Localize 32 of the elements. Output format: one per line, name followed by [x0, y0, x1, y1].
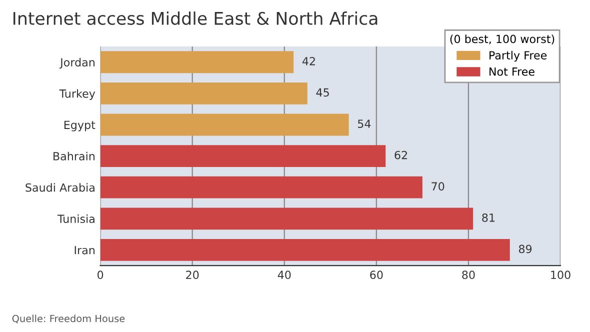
y-tick-label: Tunisia	[57, 214, 94, 224]
bar	[100, 208, 474, 230]
bar	[100, 145, 386, 167]
y-tick-label: Egypt	[64, 120, 96, 132]
x-tick-label: 60	[370, 270, 383, 280]
chart-title: Internet access Middle East & North Africa	[14, 12, 378, 25]
data-label: 81	[482, 213, 495, 222]
x-tick-label: 100	[551, 270, 570, 280]
data-label: 70	[432, 182, 444, 191]
data-label: 89	[518, 244, 532, 254]
source-note: Quelle: Freedom House	[12, 314, 125, 324]
bar	[100, 114, 349, 136]
bar	[100, 176, 422, 198]
x-tick-label: 40	[278, 270, 291, 280]
bar	[100, 51, 294, 74]
data-label: 62	[394, 150, 407, 160]
bar	[100, 238, 510, 261]
x-tick-label: 0	[98, 270, 104, 280]
legend-label: Not Free	[490, 68, 534, 76]
data-label: 42	[302, 56, 315, 66]
legend-title: (0 best, 100 worst)	[450, 34, 554, 44]
y-tick-label: Bahrain	[54, 152, 94, 160]
y-tick-label: Jordan	[60, 58, 94, 69]
bar	[100, 82, 308, 104]
data-label: 45	[316, 88, 329, 97]
legend-label: Partly Free	[490, 50, 547, 62]
y-tick-label: Iran	[74, 246, 94, 254]
y-tick-label: Saudi Arabia	[26, 183, 94, 192]
y-tick-label: Turkey	[59, 89, 96, 100]
data-label: 54	[358, 120, 371, 128]
x-tick-label: 80	[462, 270, 475, 280]
x-tick-label: 20	[186, 270, 199, 280]
